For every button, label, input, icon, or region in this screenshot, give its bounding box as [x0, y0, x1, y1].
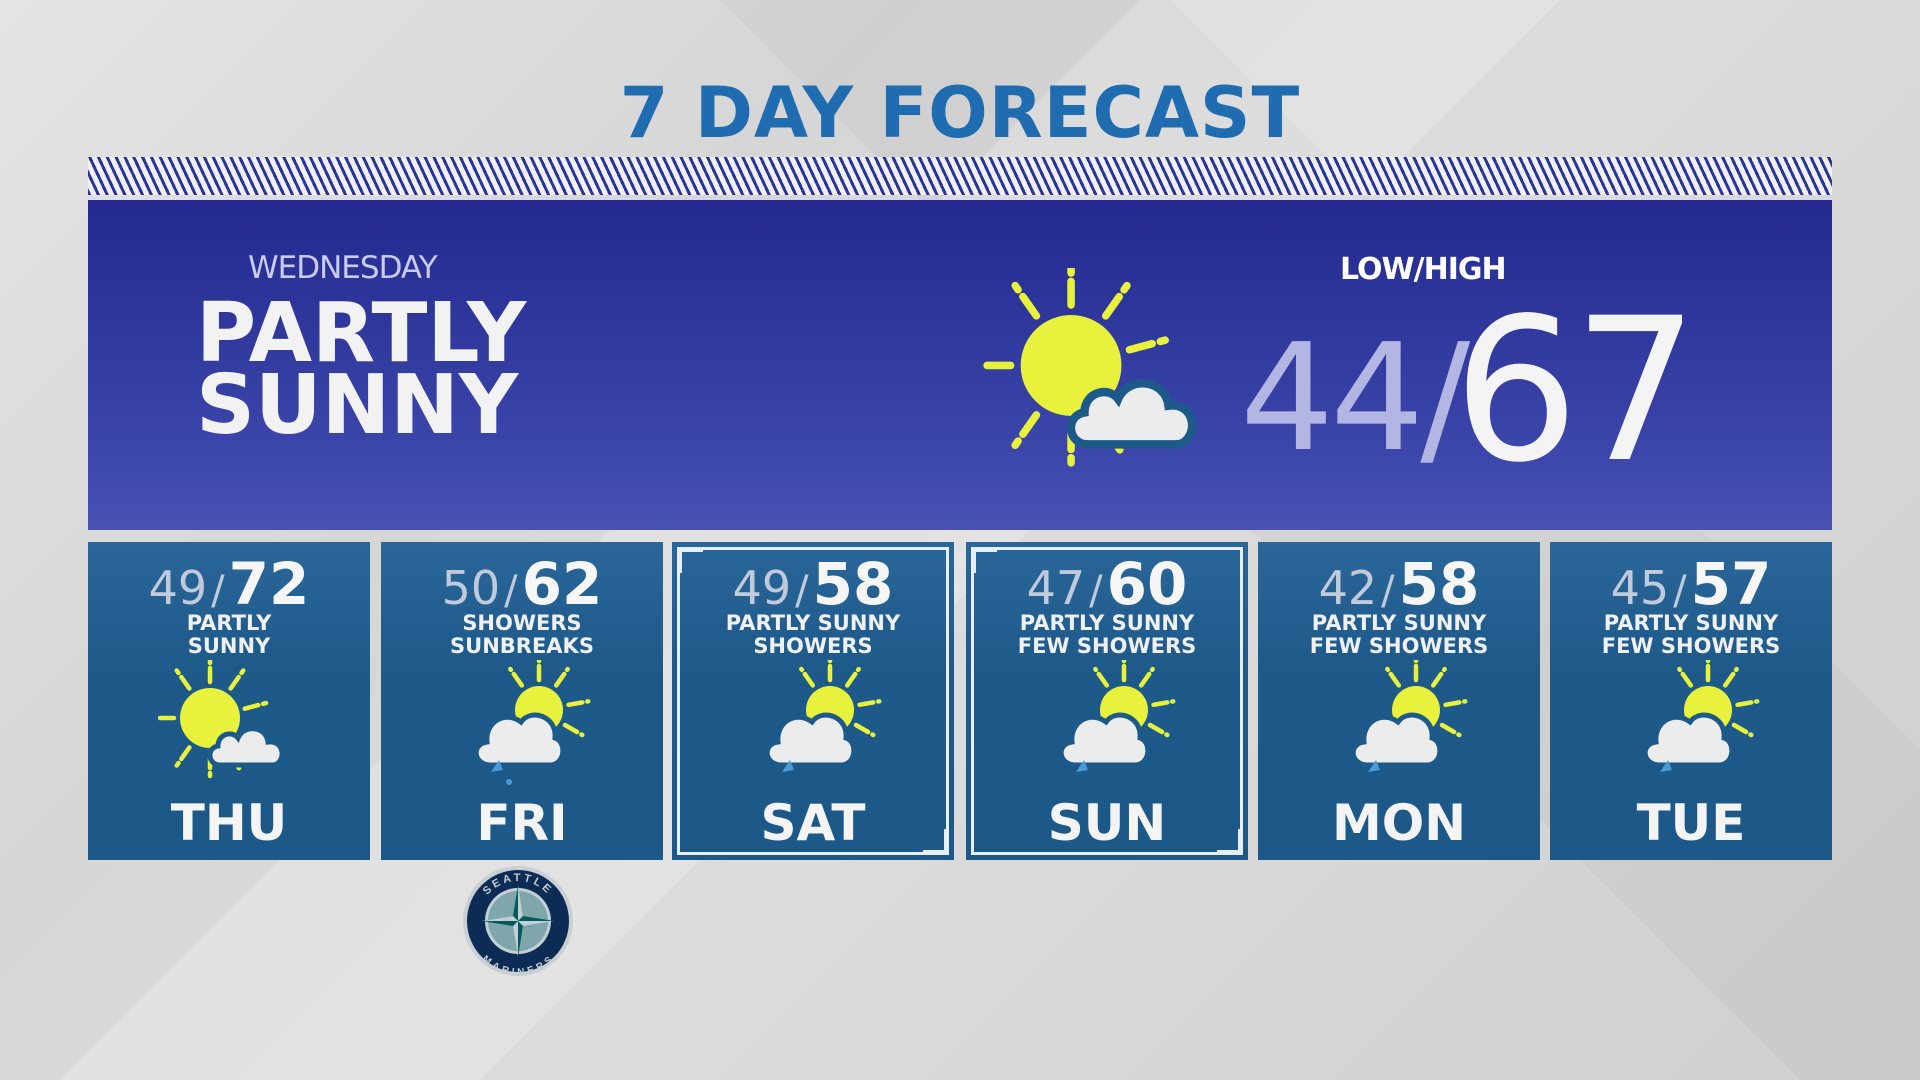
temperature-range: 47/60 [966, 550, 1248, 618]
forecast-card-sun: 47/60 PARTLY SUNNY FEW SHOWERS SUN [966, 542, 1248, 860]
partly-sunny-showers-icon [1642, 660, 1760, 772]
forecast-card-mon: 42/58 PARTLY SUNNY FEW SHOWERS MON [1258, 542, 1540, 860]
low-temp: 47 [1026, 561, 1086, 615]
low-temp: 42 [1318, 561, 1378, 615]
temp-separator: / [1420, 312, 1470, 484]
condition-text: PARTLY SUNNY [88, 612, 370, 658]
today-low: 44/ [1240, 312, 1470, 484]
forecast-card-tue: 45/57 PARTLY SUNNY FEW SHOWERS TUE [1550, 542, 1832, 860]
striped-divider [88, 157, 1832, 195]
condition-line1: PARTLY SUNNY [1311, 611, 1487, 635]
partly-sunny-showers-icon [1058, 660, 1176, 772]
condition-text: PARTLY SUNNY FEW SHOWERS [966, 612, 1248, 658]
condition-line1: PARTLY SUNNY [1019, 611, 1195, 635]
high-temp: 62 [521, 550, 603, 618]
temperature-range: 50/62 [381, 550, 663, 618]
day-label: THU [170, 794, 288, 852]
forecast-card-sat: 49/58 PARTLY SUNNY SHOWERS SAT [672, 542, 954, 860]
low-temp: 49 [148, 561, 208, 615]
seattle-mariners-logo: SEATTLE MARINERS [463, 866, 573, 977]
page-title: 7 DAY FORECAST [619, 72, 1301, 154]
condition-line1: SHOWERS [462, 611, 582, 635]
day-label: SAT [760, 794, 866, 852]
today-condition: PARTLY SUNNY [196, 286, 527, 453]
corner-bracket [971, 547, 997, 573]
condition-line2: SHOWERS [753, 634, 873, 658]
temp-separator: / [211, 568, 225, 614]
low-temp: 45 [1610, 561, 1670, 615]
high-temp: 72 [228, 550, 310, 618]
day-label: MON [1331, 794, 1467, 852]
partly-sunny-showers-icon [764, 660, 882, 772]
high-temp: 60 [1106, 550, 1188, 618]
temp-separator: / [1673, 568, 1687, 614]
condition-line1: PARTLY SUNNY [1603, 611, 1779, 635]
partly-sunny-showers-icon [1350, 660, 1468, 772]
condition-text: SHOWERS SUNBREAKS [381, 612, 663, 658]
day-label: FRI [476, 794, 568, 852]
today-condition-line1: PARTLY [196, 286, 527, 381]
high-temp: 58 [812, 550, 894, 618]
day-label: TUE [1636, 794, 1746, 852]
temperature-range: 45/57 [1550, 550, 1832, 618]
temp-separator: / [1089, 568, 1103, 614]
temperature-range: 49/58 [672, 550, 954, 618]
low-high-label: LOW/HIGH [1340, 252, 1507, 287]
today-low-value: 44 [1240, 312, 1424, 484]
high-temp: 57 [1690, 550, 1772, 618]
condition-text: PARTLY SUNNY FEW SHOWERS [1550, 612, 1832, 658]
temperature-range: 49/72 [88, 550, 370, 618]
condition-line2: FEW SHOWERS [1309, 634, 1489, 658]
low-temp: 49 [732, 561, 792, 615]
today-panel: WEDNESDAY PARTLY SUNNY LOW/HIGH 44/ 67 [88, 200, 1832, 530]
condition-line1: PARTLY [186, 611, 272, 635]
temp-separator: / [504, 568, 518, 614]
corner-bracket [677, 547, 703, 573]
today-day-name: WEDNESDAY [248, 250, 438, 286]
today-high: 67 [1453, 275, 1699, 506]
condition-text: PARTLY SUNNY SHOWERS [672, 612, 954, 658]
condition-line1: PARTLY SUNNY [725, 611, 901, 635]
high-temp: 58 [1398, 550, 1480, 618]
today-condition-line2: SUNNY [196, 358, 519, 453]
condition-line2: FEW SHOWERS [1017, 634, 1197, 658]
temp-separator: / [795, 568, 809, 614]
day-label: SUN [1047, 794, 1167, 852]
forecast-card-thu: 49/72 PARTLY SUNNY THU [88, 542, 370, 860]
condition-text: PARTLY SUNNY FEW SHOWERS [1258, 612, 1540, 658]
partly-sunny-icon [983, 268, 1197, 470]
corner-bracket [923, 829, 949, 855]
temp-separator: / [1381, 568, 1395, 614]
condition-line2: SUNBREAKS [450, 634, 594, 658]
temperature-range: 42/58 [1258, 550, 1540, 618]
condition-line2: FEW SHOWERS [1601, 634, 1781, 658]
condition-line2: SUNNY [187, 634, 271, 658]
partly-sunny-icon [158, 660, 285, 781]
showers-sunbreaks-icon [473, 660, 591, 785]
corner-bracket [1217, 829, 1243, 855]
forecast-card-fri: 50/62 SHOWERS SUNBREAKS FRI [381, 542, 663, 860]
low-temp: 50 [441, 561, 501, 615]
